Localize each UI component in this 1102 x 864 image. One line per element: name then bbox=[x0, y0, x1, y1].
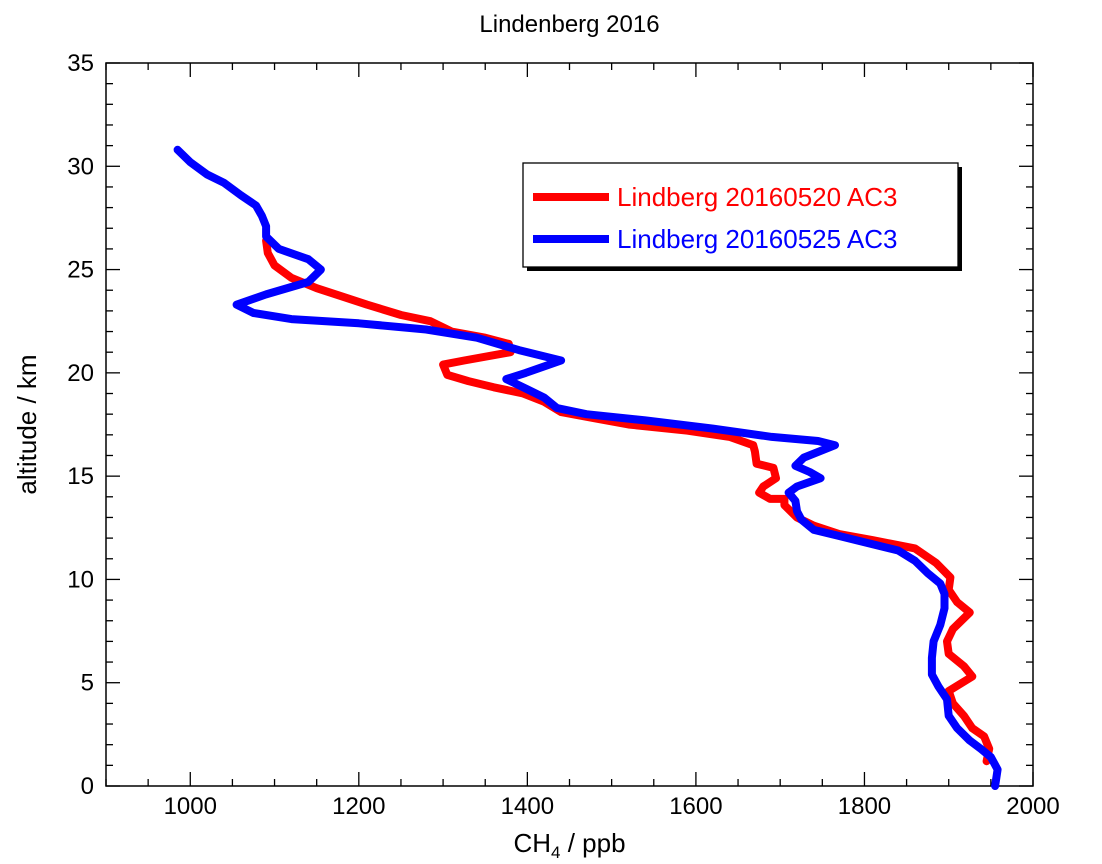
y-tick-label: 20 bbox=[67, 360, 94, 387]
tick-labels: 1000 1200 1400 1600 1800 2000 0 5 10 15 20 25 30 35 bbox=[67, 50, 1059, 820]
y-tick-label: 0 bbox=[81, 773, 94, 800]
y-tick-label: 5 bbox=[81, 670, 94, 697]
y-tick-label: 35 bbox=[67, 50, 94, 77]
y-tick-label: 30 bbox=[67, 153, 94, 180]
y-tick-label: 15 bbox=[67, 463, 94, 490]
y-axis-label: altitude / km bbox=[12, 354, 42, 494]
y-tick-label: 25 bbox=[67, 257, 94, 284]
y-tick-label: 10 bbox=[67, 566, 94, 593]
x-tick-label: 1200 bbox=[332, 793, 385, 820]
legend-label-2: Lindberg 20160525 AC3 bbox=[617, 224, 897, 254]
x-tick-label: 1600 bbox=[669, 793, 722, 820]
x-tick-label: 1400 bbox=[501, 793, 554, 820]
series-line-1 bbox=[262, 236, 994, 766]
x-axis-label-rest: / ppb bbox=[560, 828, 625, 858]
x-axis-label-sub: 4 bbox=[551, 843, 560, 862]
x-axis-label-base: CH bbox=[513, 828, 551, 858]
legend: Lindberg 20160520 AC3 Lindberg 20160525 A… bbox=[522, 162, 962, 271]
legend-label-1: Lindberg 20160520 AC3 bbox=[617, 182, 897, 212]
x-tick-label: 2000 bbox=[1006, 793, 1059, 820]
x-axis-label: CH4 / ppb bbox=[513, 828, 625, 862]
x-tick-label: 1800 bbox=[838, 793, 891, 820]
legend-box bbox=[522, 162, 959, 268]
x-tick-label: 1000 bbox=[164, 793, 217, 820]
chart-title: Lindenberg 2016 bbox=[479, 11, 659, 38]
axis-ticks bbox=[105, 62, 1034, 787]
series-line-2 bbox=[173, 145, 1002, 790]
series-layer bbox=[173, 145, 1002, 790]
